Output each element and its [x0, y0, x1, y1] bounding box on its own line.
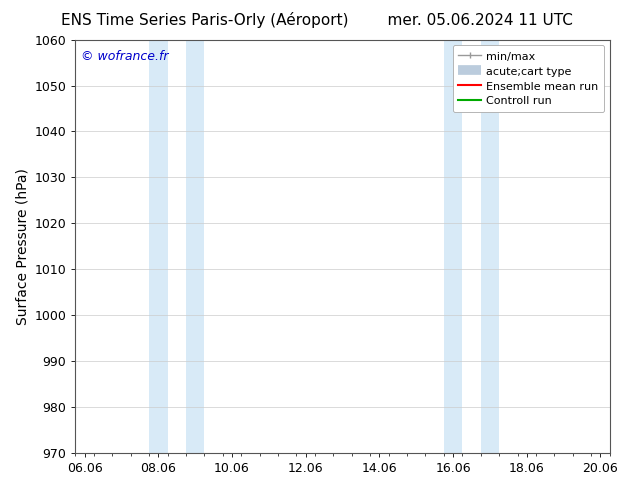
Bar — [444, 40, 462, 453]
Text: © wofrance.fr: © wofrance.fr — [81, 50, 168, 63]
Bar — [149, 40, 167, 453]
Title: ENS Time Series Paris-Orly (Aéroport)      mer. 05.06.2024 11 UTC: ENS Time Series Paris-Orly (Aéroport) me… — [0, 489, 1, 490]
Y-axis label: Surface Pressure (hPa): Surface Pressure (hPa) — [15, 168, 29, 325]
Legend: min/max, acute;cart type, Ensemble mean run, Controll run: min/max, acute;cart type, Ensemble mean … — [453, 45, 604, 112]
Bar — [481, 40, 499, 453]
Text: ENS Time Series Paris-Orly (Aéroport)        mer. 05.06.2024 11 UTC: ENS Time Series Paris-Orly (Aéroport) me… — [61, 12, 573, 28]
Bar — [186, 40, 204, 453]
